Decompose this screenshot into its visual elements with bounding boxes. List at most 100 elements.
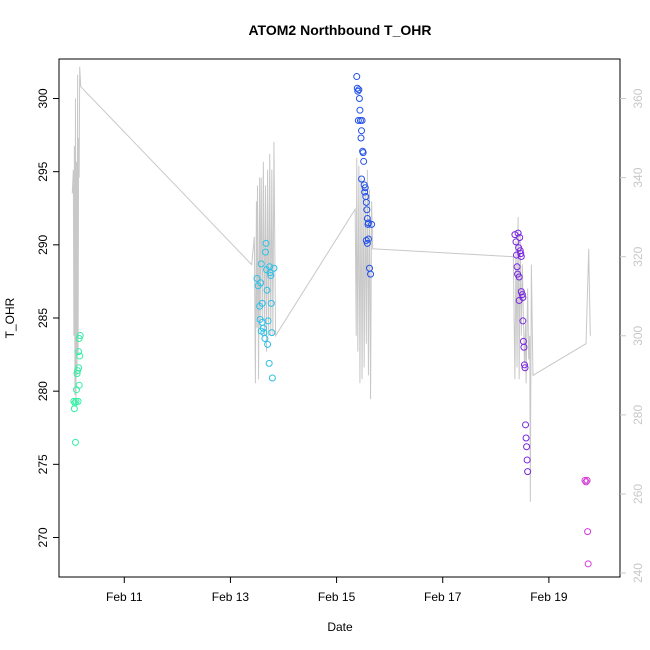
data-point: [265, 359, 273, 367]
data-point: [519, 317, 527, 325]
data-point: [71, 438, 79, 446]
data-point: [264, 317, 272, 325]
x-tick-label: Feb 19: [530, 590, 568, 604]
data-point: [358, 175, 366, 183]
data-point: [515, 273, 523, 281]
x-axis: Feb 11 Feb 13 Feb 15 Feb 17 Feb 19: [106, 577, 568, 604]
data-point: [523, 443, 531, 451]
data-point: [519, 294, 527, 302]
data-point: [361, 184, 369, 192]
data-point: [262, 239, 270, 247]
data-point: [70, 397, 78, 405]
data-point: [367, 270, 375, 278]
data-point: [358, 116, 366, 124]
data-point: [363, 239, 371, 247]
data-point: [76, 332, 84, 340]
y-axis-label: T_OHR: [3, 297, 17, 338]
data-point: [75, 381, 83, 389]
data-point: [517, 250, 525, 258]
data-point: [261, 248, 269, 256]
data-point: [267, 299, 275, 307]
y-axis-left: 270 275 280 285 290 295 300: [36, 88, 59, 548]
data-point: [364, 235, 372, 243]
y-left-tick-label: 290: [36, 235, 50, 255]
series-line-layer: [71, 66, 591, 502]
data-point: [518, 291, 526, 299]
y-right-tick-label: 300: [631, 325, 645, 345]
data-point: [75, 334, 83, 342]
data-point: [582, 478, 590, 486]
data-point: [363, 206, 371, 214]
y-right-tick-label: 260: [631, 484, 645, 504]
data-point: [358, 127, 366, 135]
data-point: [357, 134, 365, 142]
data-point: [75, 348, 83, 356]
y-left-tick-label: 295: [36, 161, 50, 181]
y-right-tick-label: 280: [631, 405, 645, 425]
data-point: [258, 299, 266, 307]
data-point: [521, 364, 529, 372]
data-point: [359, 149, 367, 157]
plot-frame: [58, 58, 621, 578]
chart-title: ATOM2 Northbound T_OHR: [248, 22, 431, 38]
y-left-tick-label: 285: [36, 308, 50, 328]
data-point: [355, 95, 363, 103]
y-left-tick-label: 270: [36, 527, 50, 547]
data-point: [70, 405, 78, 413]
data-point: [584, 560, 592, 568]
data-point: [513, 251, 520, 259]
y-left-tick-label: 280: [36, 381, 50, 401]
data-point: [581, 476, 589, 484]
data-point: [514, 229, 522, 237]
data-point: [520, 361, 528, 369]
data-point: [360, 181, 368, 189]
data-point: [353, 73, 361, 81]
data-point: [512, 238, 520, 246]
x-tick-label: Feb 13: [212, 590, 250, 604]
data-point: [522, 421, 530, 429]
data-point: [257, 279, 265, 287]
data-point: [253, 274, 261, 282]
data-point: [355, 86, 363, 94]
data-point: [266, 269, 274, 277]
data-point: [516, 234, 524, 242]
data-point: [74, 397, 82, 405]
y-right-tick-label: 240: [631, 563, 645, 583]
y-right-tick-label: 360: [631, 88, 645, 108]
data-point: [520, 343, 528, 351]
data-point: [264, 340, 272, 348]
data-point: [513, 263, 521, 271]
data-point: [362, 236, 370, 244]
data-point: [353, 84, 361, 92]
data-point: [583, 476, 591, 484]
data-point: [270, 264, 278, 272]
data-point: [356, 106, 364, 114]
data-point: [259, 324, 267, 332]
y-right-tick-label: 340: [631, 167, 645, 187]
x-tick-label: Feb 15: [318, 590, 356, 604]
data-point: [76, 352, 84, 360]
data-point: [584, 528, 592, 536]
data-point: [75, 364, 83, 372]
data-point: [361, 188, 369, 196]
data-point: [74, 367, 82, 375]
data-point: [263, 286, 271, 294]
x-axis-label: Date: [327, 620, 353, 634]
x-tick-label: Feb 11: [106, 590, 143, 604]
data-point: [360, 157, 368, 165]
data-point: [71, 399, 79, 407]
data-point: [267, 272, 275, 280]
data-point: [354, 87, 362, 95]
data-point: [364, 219, 372, 227]
data-point: [354, 116, 362, 124]
y-right-tick-label: 320: [631, 246, 645, 266]
x-tick-label: Feb 17: [424, 590, 462, 604]
data-point: [72, 397, 80, 405]
series-line: [71, 66, 591, 502]
data-point: [362, 198, 370, 206]
data-point: [268, 329, 276, 337]
data-point: [522, 434, 530, 442]
data-point: [268, 374, 276, 382]
y-left-tick-label: 300: [36, 88, 50, 108]
